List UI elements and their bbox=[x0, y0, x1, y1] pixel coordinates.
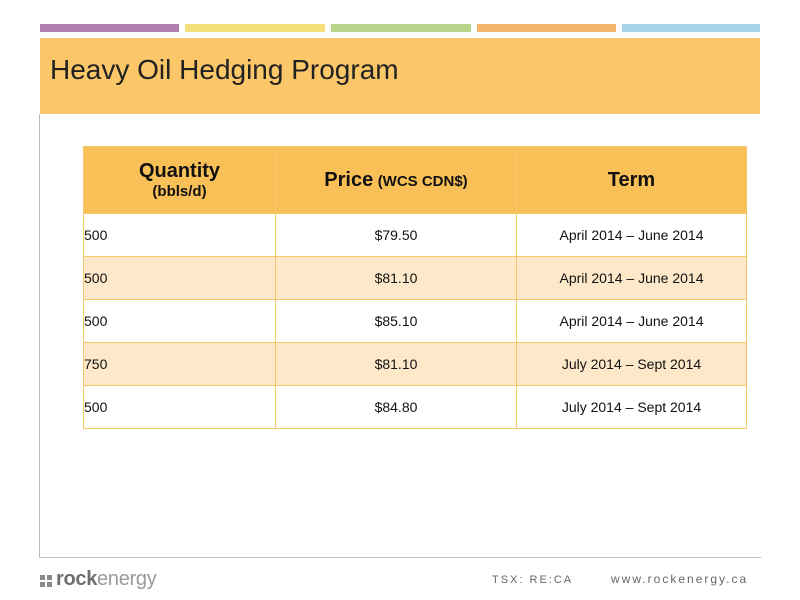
hedging-table: Quantity (bbls/d) Price (WCS CDN$) Term … bbox=[83, 146, 747, 429]
stripe-purple bbox=[40, 24, 179, 32]
stripe-green bbox=[331, 24, 471, 32]
table-row: 500 $79.50 April 2014 – June 2014 bbox=[83, 213, 747, 257]
stripe-orange bbox=[477, 24, 616, 32]
header-quantity: Quantity (bbls/d) bbox=[83, 146, 276, 214]
website-url[interactable]: www.rockenergy.ca bbox=[611, 572, 749, 586]
cell-price: $85.10 bbox=[275, 299, 517, 343]
cell-quantity: 500 bbox=[83, 299, 276, 343]
logo-word-energy: energy bbox=[97, 568, 157, 590]
header-quantity-unit: (bbls/d) bbox=[152, 183, 207, 200]
stock-ticker: TSX: RE:CA bbox=[492, 574, 574, 586]
cell-price: $84.80 bbox=[275, 385, 517, 429]
top-color-stripes bbox=[40, 24, 760, 32]
header-quantity-label: Quantity bbox=[138, 160, 221, 182]
table-row: 500 $85.10 April 2014 – June 2014 bbox=[83, 299, 747, 343]
frame-left-line bbox=[39, 114, 40, 558]
slide-title: Heavy Oil Hedging Program bbox=[50, 54, 399, 85]
header-term-label: Term bbox=[607, 168, 656, 191]
cell-term: April 2014 – June 2014 bbox=[516, 299, 747, 343]
header-term: Term bbox=[516, 146, 747, 214]
table-row: 500 $84.80 July 2014 – Sept 2014 bbox=[83, 385, 747, 429]
cell-term: April 2014 – June 2014 bbox=[516, 213, 747, 257]
header-price: Price (WCS CDN$) bbox=[275, 146, 517, 214]
table-row: 500 $81.10 April 2014 – June 2014 bbox=[83, 256, 747, 300]
cell-term: April 2014 – June 2014 bbox=[516, 256, 747, 300]
table-header-row: Quantity (bbls/d) Price (WCS CDN$) Term bbox=[83, 146, 747, 214]
header-price-unit: (WCS CDN$) bbox=[377, 172, 468, 190]
cell-term: July 2014 – Sept 2014 bbox=[516, 385, 747, 429]
cell-quantity: 500 bbox=[83, 256, 276, 300]
cell-price: $81.10 bbox=[275, 342, 517, 386]
header-price-label: Price bbox=[324, 168, 374, 191]
cell-price: $81.10 bbox=[275, 256, 517, 300]
stripe-yellow bbox=[185, 24, 325, 32]
cell-quantity: 500 bbox=[83, 213, 276, 257]
frame-bottom-line bbox=[39, 557, 761, 558]
cell-quantity: 500 bbox=[83, 385, 276, 429]
cell-term: July 2014 – Sept 2014 bbox=[516, 342, 747, 386]
logo-grid-icon bbox=[40, 575, 52, 587]
title-band: Heavy Oil Hedging Program bbox=[40, 38, 760, 114]
logo-word-rock: rock bbox=[56, 568, 98, 590]
table-row: 750 $81.10 July 2014 – Sept 2014 bbox=[83, 342, 747, 386]
stripe-blue bbox=[622, 24, 760, 32]
logo-wordmark: rockenergy bbox=[56, 568, 157, 591]
cell-quantity: 750 bbox=[83, 342, 276, 386]
cell-price: $79.50 bbox=[275, 213, 517, 257]
